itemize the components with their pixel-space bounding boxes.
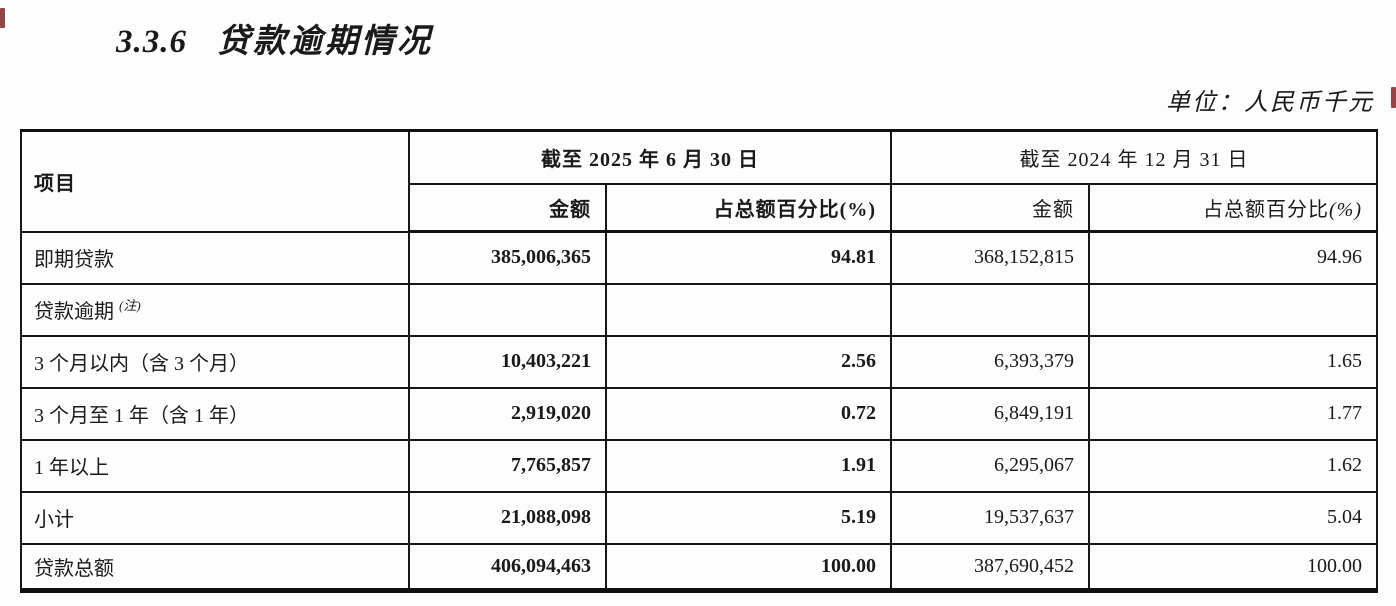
column-group-2025: 截至 2025 年 6 月 30 日: [408, 129, 892, 185]
percent-2024-cell: 5.04: [1088, 490, 1378, 545]
amount-2025-cell: 21,088,098: [408, 490, 607, 545]
amount-2025-cell: [408, 282, 607, 337]
column-header-amount-2025: 金额: [408, 182, 607, 233]
percent-2025-cell: 5.19: [605, 490, 892, 545]
section-number: 3.3.6: [116, 24, 187, 60]
amount-2025-cell: 10,403,221: [408, 334, 607, 389]
table-row-over-1-year: 1 年以上 7,765,857 1.91 6,295,067 1.62: [20, 438, 1378, 493]
amount-2025-cell: 7,765,857: [408, 438, 607, 493]
percent-2024-cell: [1088, 282, 1378, 337]
percent-2025-cell: 100.00: [605, 542, 892, 593]
section-title: 3.3.6 贷款逾期情况: [116, 14, 433, 62]
amount-2024-cell: 19,537,637: [890, 490, 1090, 545]
edge-artifact-left: [0, 8, 5, 28]
percent-2025-cell: [605, 282, 892, 337]
table-row-within-3-months: 3 个月以内（含 3 个月） 10,403,221 2.56 6,393,379…: [20, 334, 1378, 389]
item-cell: 即期贷款: [20, 230, 410, 285]
item-cell: 3 个月以内（含 3 个月）: [20, 334, 410, 389]
percent-2024-cell: 1.62: [1088, 438, 1378, 493]
table-row-total-loans: 贷款总额 406,094,463 100.00 387,690,452 100.…: [20, 542, 1378, 593]
item-cell: 贷款总额: [20, 542, 410, 593]
amount-2024-cell: 6,295,067: [890, 438, 1090, 493]
item-cell: 小计: [20, 490, 410, 545]
amount-2024-cell: 6,393,379: [890, 334, 1090, 389]
table-row-3-months-to-1-year: 3 个月至 1 年（含 1 年） 2,919,020 0.72 6,849,19…: [20, 386, 1378, 441]
item-cell: 1 年以上: [20, 438, 410, 493]
amount-2024-cell: 387,690,452: [890, 542, 1090, 593]
column-header-percent-2024: 占总额百分比(%): [1088, 182, 1378, 233]
header-sub-row: 金额 占总额百分比(%) 金额 占总额百分比(%): [21, 182, 1378, 233]
table-header: 项目 截至 2025 年 6 月 30 日 截至 2024 年 12 月 31 …: [20, 129, 1378, 233]
section-title-text: 贷款逾期情况: [217, 24, 433, 60]
percent-2024-cell: 1.77: [1088, 386, 1378, 441]
percent-2024-cell: 1.65: [1088, 334, 1378, 389]
amount-2024-cell: [890, 282, 1090, 337]
percent-label-paren: (%): [1329, 198, 1362, 221]
item-label: 贷款逾期: [34, 301, 114, 323]
percent-2025-cell: 2.56: [605, 334, 892, 389]
amount-2024-cell: 368,152,815: [890, 230, 1090, 285]
table-row-subtotal: 小计 21,088,098 5.19 19,537,637 5.04: [20, 490, 1378, 545]
amount-2024-cell: 6,849,191: [890, 386, 1090, 441]
header-group-row: 项目 截至 2025 年 6 月 30 日 截至 2024 年 12 月 31 …: [20, 129, 1378, 233]
table-row-demand-loans: 即期贷款 385,006,365 94.81 368,152,815 94.96: [20, 230, 1378, 285]
amount-2025-cell: 2,919,020: [408, 386, 607, 441]
edge-artifact-right: [1391, 87, 1396, 108]
table-body: 即期贷款 385,006,365 94.81 368,152,815 94.96…: [20, 230, 1378, 593]
unit-note: 单位：人民币千元: [1166, 90, 1374, 116]
percent-2025-cell: 94.81: [605, 230, 892, 285]
percent-label-text: 占总额百分比: [713, 198, 840, 221]
column-header-item: 项目: [20, 129, 410, 233]
item-cell: 贷款逾期 (注): [20, 282, 410, 337]
percent-2024-cell: 94.96: [1088, 230, 1378, 285]
percent-2025-cell: 0.72: [605, 386, 892, 441]
column-group-2024: 截至 2024 年 12 月 31 日: [890, 129, 1378, 185]
percent-label-text: 占总额百分比: [1203, 198, 1330, 221]
footnote-reference: (注): [119, 298, 141, 314]
percent-2025-cell: 1.91: [605, 438, 892, 493]
amount-2025-cell: 406,094,463: [408, 542, 607, 593]
item-cell: 3 个月至 1 年（含 1 年）: [20, 386, 410, 441]
percent-2024-cell: 100.00: [1088, 542, 1378, 593]
column-header-amount-2024: 金额: [890, 182, 1090, 233]
loan-overdue-table: 项目 截至 2025 年 6 月 30 日 截至 2024 年 12 月 31 …: [20, 129, 1378, 593]
percent-label-paren: (%): [839, 198, 876, 221]
amount-2025-cell: 385,006,365: [408, 230, 607, 285]
column-header-percent-2025: 占总额百分比(%): [605, 182, 892, 233]
table-row-overdue-loans-header: 贷款逾期 (注): [20, 282, 1378, 337]
